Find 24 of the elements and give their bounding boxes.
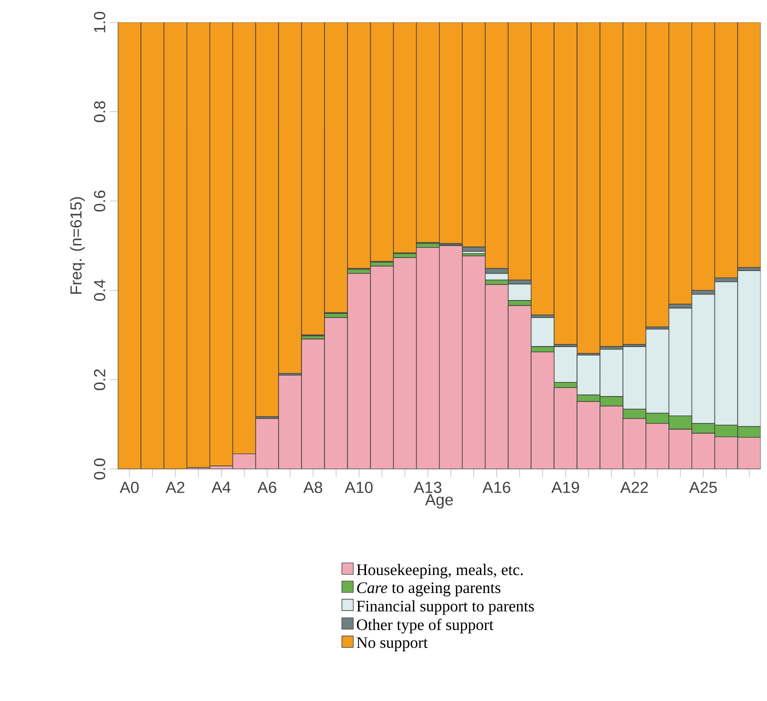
x-tick-label: A8 [303,482,322,494]
x-tick-label: A16 [482,482,510,494]
x-tick-label: A2 [166,482,184,493]
y-tick-label: 0.6 [94,190,106,212]
x-tick-label: A22 [620,482,648,493]
legend-label: Financial support to parents [356,600,534,615]
y-tick-label: 0.8 [94,101,106,122]
x-tick-label: A10 [344,482,373,494]
legend-label: Housekeeping, meals, etc. [356,564,523,578]
x-tick-label: A6 [257,482,276,494]
legend-label: No support [356,637,428,652]
y-axis-title: Freq. (n=615) [70,197,85,294]
y-tick-label: 0.2 [94,369,106,390]
x-tick-label: A13 [414,482,442,494]
legend-label: Care to ageing parents [357,582,500,596]
x-tick-label: A4 [212,482,231,493]
x-axis-title: Age [425,494,453,509]
x-tick-label: A0 [120,482,139,494]
legend-label: Other type of support [356,618,494,634]
x-tick-label: A19 [551,482,580,494]
x-tick-label: A25 [689,482,717,494]
y-tick-label: 0.0 [94,458,106,480]
y-tick-label: 0.4 [94,280,106,301]
y-tick-label: 1.0 [94,12,106,32]
